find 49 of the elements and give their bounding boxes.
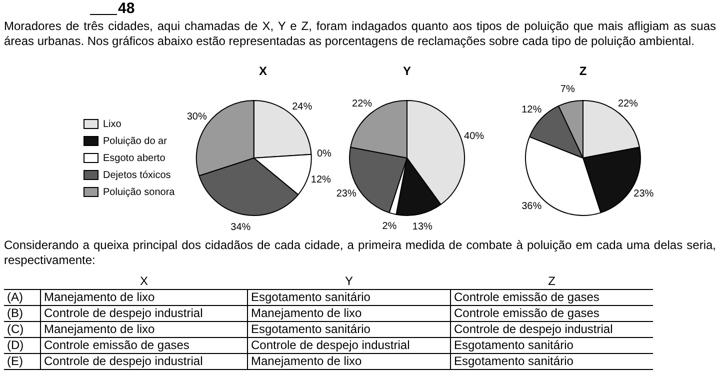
chart-title: Y [402, 64, 412, 78]
text: Controle de despejo industrial [40, 354, 248, 370]
text: (B) [4, 306, 40, 322]
text: Manejamento de lixo [40, 322, 248, 338]
text: Controle emissão de gases [40, 338, 248, 354]
text: (D) [4, 338, 40, 354]
text: Controle emissão de gases [450, 290, 653, 306]
legend-label: Poluição do ar [103, 136, 168, 147]
text: (E) [4, 354, 40, 370]
text: Esgotamento sanitário [450, 338, 653, 354]
text: 48 [118, 0, 135, 17]
chart-title: X [258, 64, 268, 78]
data-label: 12% [522, 104, 542, 116]
text: Considerando a queixa principal dos cidadãos de cada cidade, a primeira medida de combate à poluição em cada uma delas seria, respectivamente: [4, 238, 716, 268]
data-label: 34% [230, 222, 251, 233]
text: 0% [316, 148, 332, 160]
text: Manejamento de lixo [40, 290, 248, 306]
text: Y [248, 274, 450, 290]
text: Moradores de três cidades, aqui chamadas de X, Y e Z, foram indagados quanto aos tipos de poluição que mais afligiam as suas áreas urbanas. Nos gráficos abaixo estão representadas as porcentagens de reclamações sobre cada tipo de poluição ambiental. [4, 19, 716, 49]
legend-label: Lixo [103, 118, 122, 130]
text: (C) [4, 322, 40, 338]
data-label: 30% [186, 111, 207, 122]
text: Controle de despejo industrial [40, 306, 248, 322]
text: Esgotamento sanitário [450, 354, 653, 370]
text: (A) [4, 290, 40, 306]
data-label: 40% [464, 130, 484, 142]
text: X [40, 274, 248, 290]
text: Manejamento de lixo [248, 354, 450, 370]
text: Esgotamento sanitário [248, 290, 450, 306]
data-label: 7% [560, 84, 575, 95]
text: Z [450, 274, 653, 290]
data-label: 2% [382, 221, 397, 232]
data-label: 23% [336, 188, 356, 200]
text: Controle emissão de gases [450, 306, 653, 322]
data-label: 24% [292, 101, 312, 112]
legend-label: Esgoto aberto [103, 152, 166, 164]
chart-title: Z [578, 64, 588, 78]
data-label: 12% [310, 174, 332, 186]
text: Manejamento de lixo [248, 306, 450, 322]
data-label: 22% [352, 98, 372, 110]
data-label: 13% [412, 222, 432, 233]
data-label: 22% [618, 98, 638, 110]
text: Controle de despejo industrial [450, 322, 653, 338]
legend-label: Dejetos tóxicos [103, 170, 171, 181]
text: Controle de despejo industrial [248, 338, 450, 354]
data-label: 36% [522, 201, 542, 212]
legend-label: Poluição sonora [103, 186, 176, 198]
data-label: 23% [634, 188, 654, 200]
text: Esgotamento sanitário [248, 322, 450, 338]
